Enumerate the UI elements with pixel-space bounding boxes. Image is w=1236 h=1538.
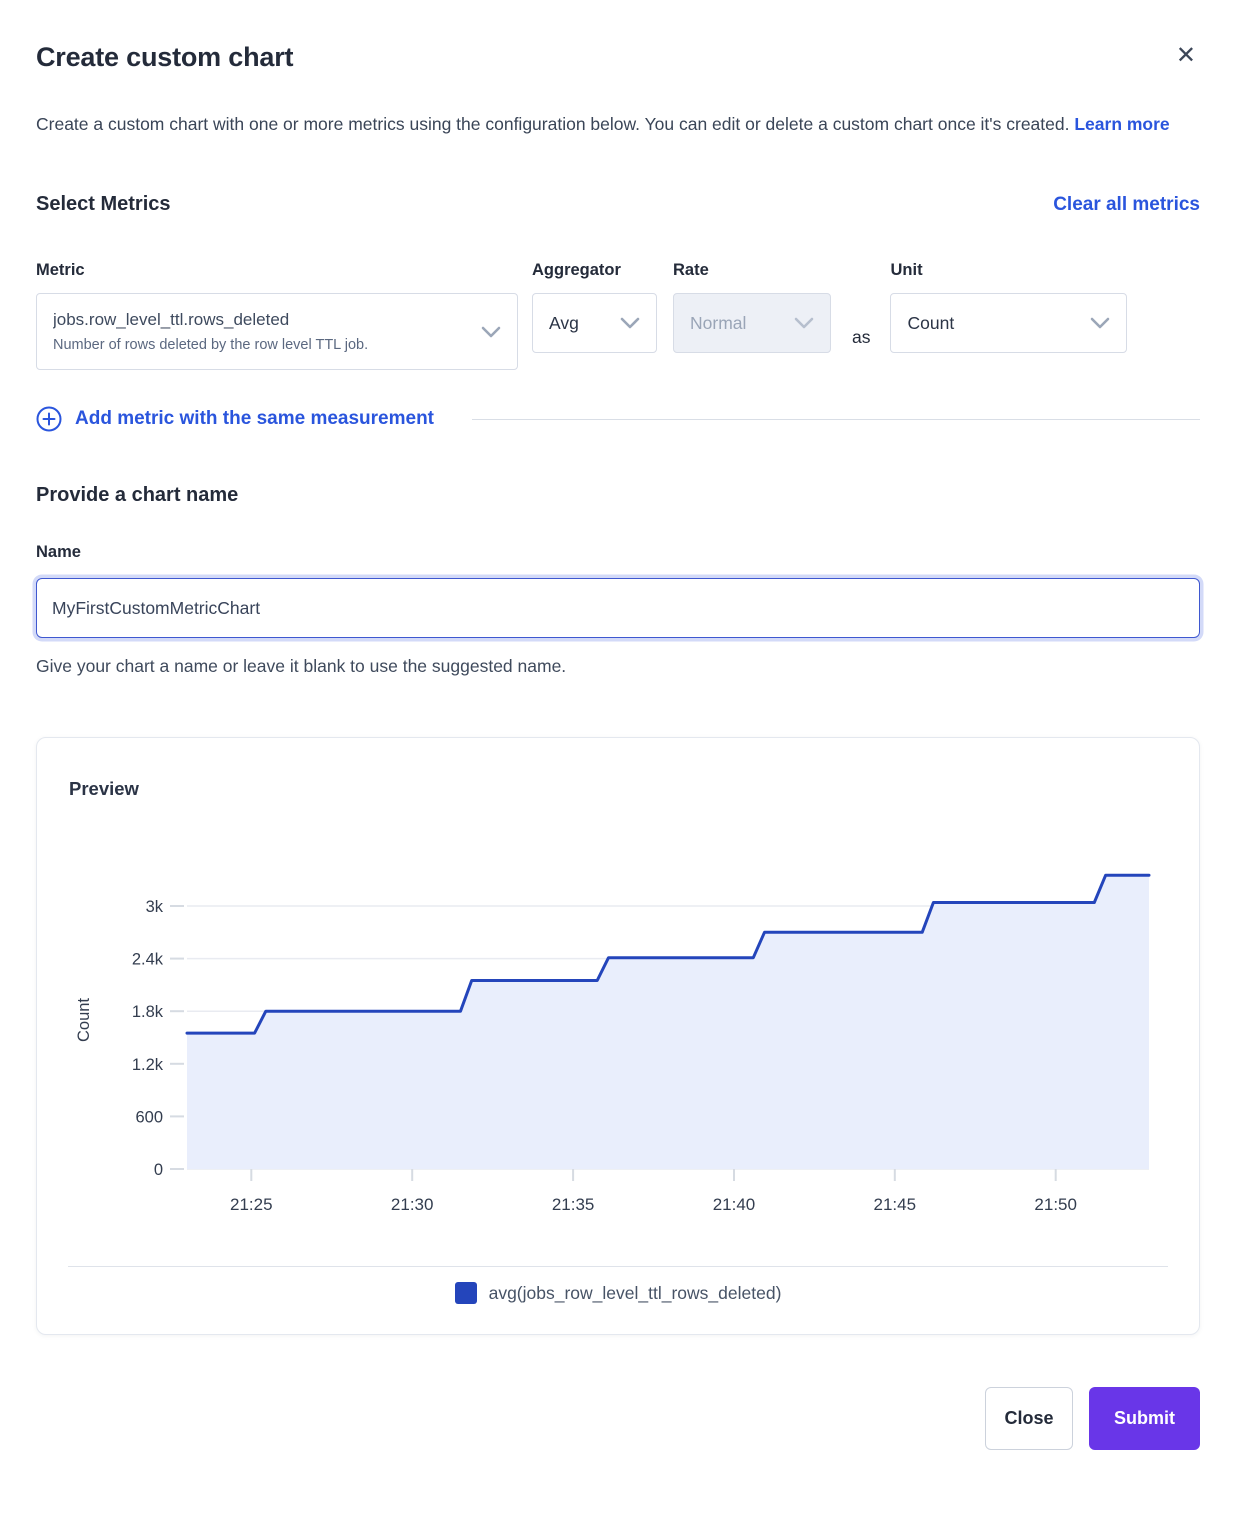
- unit-select-value: Count: [907, 312, 955, 333]
- chevron-down-icon: [620, 317, 640, 329]
- unit-label: Unit: [890, 261, 923, 279]
- intro-body: Create a custom chart with one or more m…: [36, 114, 1070, 134]
- x-tick-label: 21:40: [713, 1195, 756, 1214]
- y-tick-label: 3k: [146, 898, 164, 916]
- y-tick-label: 2.4k: [132, 951, 164, 969]
- add-metric-row: Add metric with the same measurement: [36, 406, 1200, 432]
- rate-field: Rate Normal: [657, 261, 831, 353]
- x-tick-label: 21:35: [552, 1195, 595, 1214]
- aggregator-field: Aggregator Avg: [518, 261, 657, 353]
- clear-all-metrics-link[interactable]: Clear all metrics: [1053, 194, 1200, 215]
- series-area: [187, 875, 1149, 1169]
- name-helper-text: Give your chart a name or leave it blank…: [36, 656, 567, 676]
- chevron-down-icon: [481, 326, 501, 337]
- plus-circle-icon: [36, 406, 62, 432]
- close-button[interactable]: ✕: [1172, 42, 1200, 70]
- preview-chart: 0 600 1.2k 1.8k 2.4k 3k 21:25 21:30 21:35 21:40 21…: [75, 873, 1151, 1214]
- divider: [68, 1266, 1168, 1267]
- unit-field: Unit Count: [890, 261, 1128, 353]
- legend-swatch: [454, 1282, 477, 1304]
- preview-card: 0 600 1.2k 1.8k 2.4k 3k 21:25 21:30 21:35 21:40 21…: [36, 737, 1200, 1335]
- y-tick-label: 1.2k: [132, 1056, 164, 1074]
- learn-more-link[interactable]: Learn more: [1074, 114, 1170, 134]
- x-tick-label: 21:25: [230, 1195, 273, 1214]
- add-metric-label: Add metric with the same measurement: [75, 408, 434, 429]
- chevron-down-icon: [1091, 317, 1110, 329]
- chart-legend: avg(jobs_row_level_ttl_rows_deleted): [37, 1282, 1199, 1304]
- chart-name-heading: Provide a chart name: [36, 484, 239, 506]
- metric-config-row: Metric jobs.row_level_ttl.rows_deleted N…: [36, 261, 1200, 370]
- metric-select-value: jobs.row_level_ttl.rows_deleted: [53, 310, 290, 329]
- aggregator-select-value: Avg: [549, 312, 579, 333]
- series-line: [185, 873, 1151, 1035]
- metrics-header: Select Metrics Clear all metrics: [36, 193, 1200, 216]
- rate-select-value: Normal: [690, 312, 747, 333]
- name-label: Name: [36, 543, 81, 561]
- page-title: Create custom chart: [36, 42, 294, 72]
- divider: [472, 418, 1200, 420]
- intro-text: Create a custom chart with one or more m…: [36, 105, 1188, 143]
- aggregator-select[interactable]: Avg: [532, 293, 657, 353]
- x-tick-label: 21:50: [1034, 1195, 1077, 1214]
- name-input-wrap: [36, 578, 1200, 638]
- chart-name-input[interactable]: [36, 578, 1200, 638]
- close-footer-button[interactable]: Close: [985, 1387, 1073, 1450]
- aggregator-label: Aggregator: [532, 261, 621, 279]
- modal-header: Create custom chart ✕: [0, 0, 1236, 73]
- submit-button[interactable]: Submit: [1089, 1387, 1200, 1450]
- rate-label: Rate: [673, 261, 709, 279]
- select-metrics-heading: Select Metrics: [36, 193, 171, 215]
- y-tick-label: 1.8k: [132, 1003, 164, 1021]
- add-metric-button[interactable]: Add metric with the same measurement: [36, 406, 434, 432]
- metric-select-texts: jobs.row_level_ttl.rows_deleted Number o…: [53, 310, 368, 353]
- metric-select[interactable]: jobs.row_level_ttl.rows_deleted Number o…: [36, 293, 518, 370]
- y-tick-label: 0: [154, 1161, 163, 1179]
- modal-footer: Close Submit: [36, 1387, 1200, 1450]
- as-conjunction: as: [852, 327, 871, 347]
- y-tick-label: 600: [135, 1108, 163, 1126]
- close-icon: ✕: [1175, 42, 1196, 69]
- x-tick-label: 21:45: [874, 1195, 917, 1214]
- preview-heading: Preview: [69, 778, 139, 799]
- x-tick-label: 21:30: [391, 1195, 434, 1214]
- metric-label: Metric: [36, 261, 85, 279]
- unit-select[interactable]: Count: [890, 293, 1128, 353]
- y-axis-title: Count: [75, 998, 93, 1042]
- legend-label: avg(jobs_row_level_ttl_rows_deleted): [488, 1282, 782, 1303]
- chevron-down-icon: [794, 317, 814, 329]
- rate-select: Normal: [673, 293, 831, 353]
- metric-select-description: Number of rows deleted by the row level …: [53, 337, 369, 353]
- metric-field: Metric jobs.row_level_ttl.rows_deleted N…: [36, 261, 518, 370]
